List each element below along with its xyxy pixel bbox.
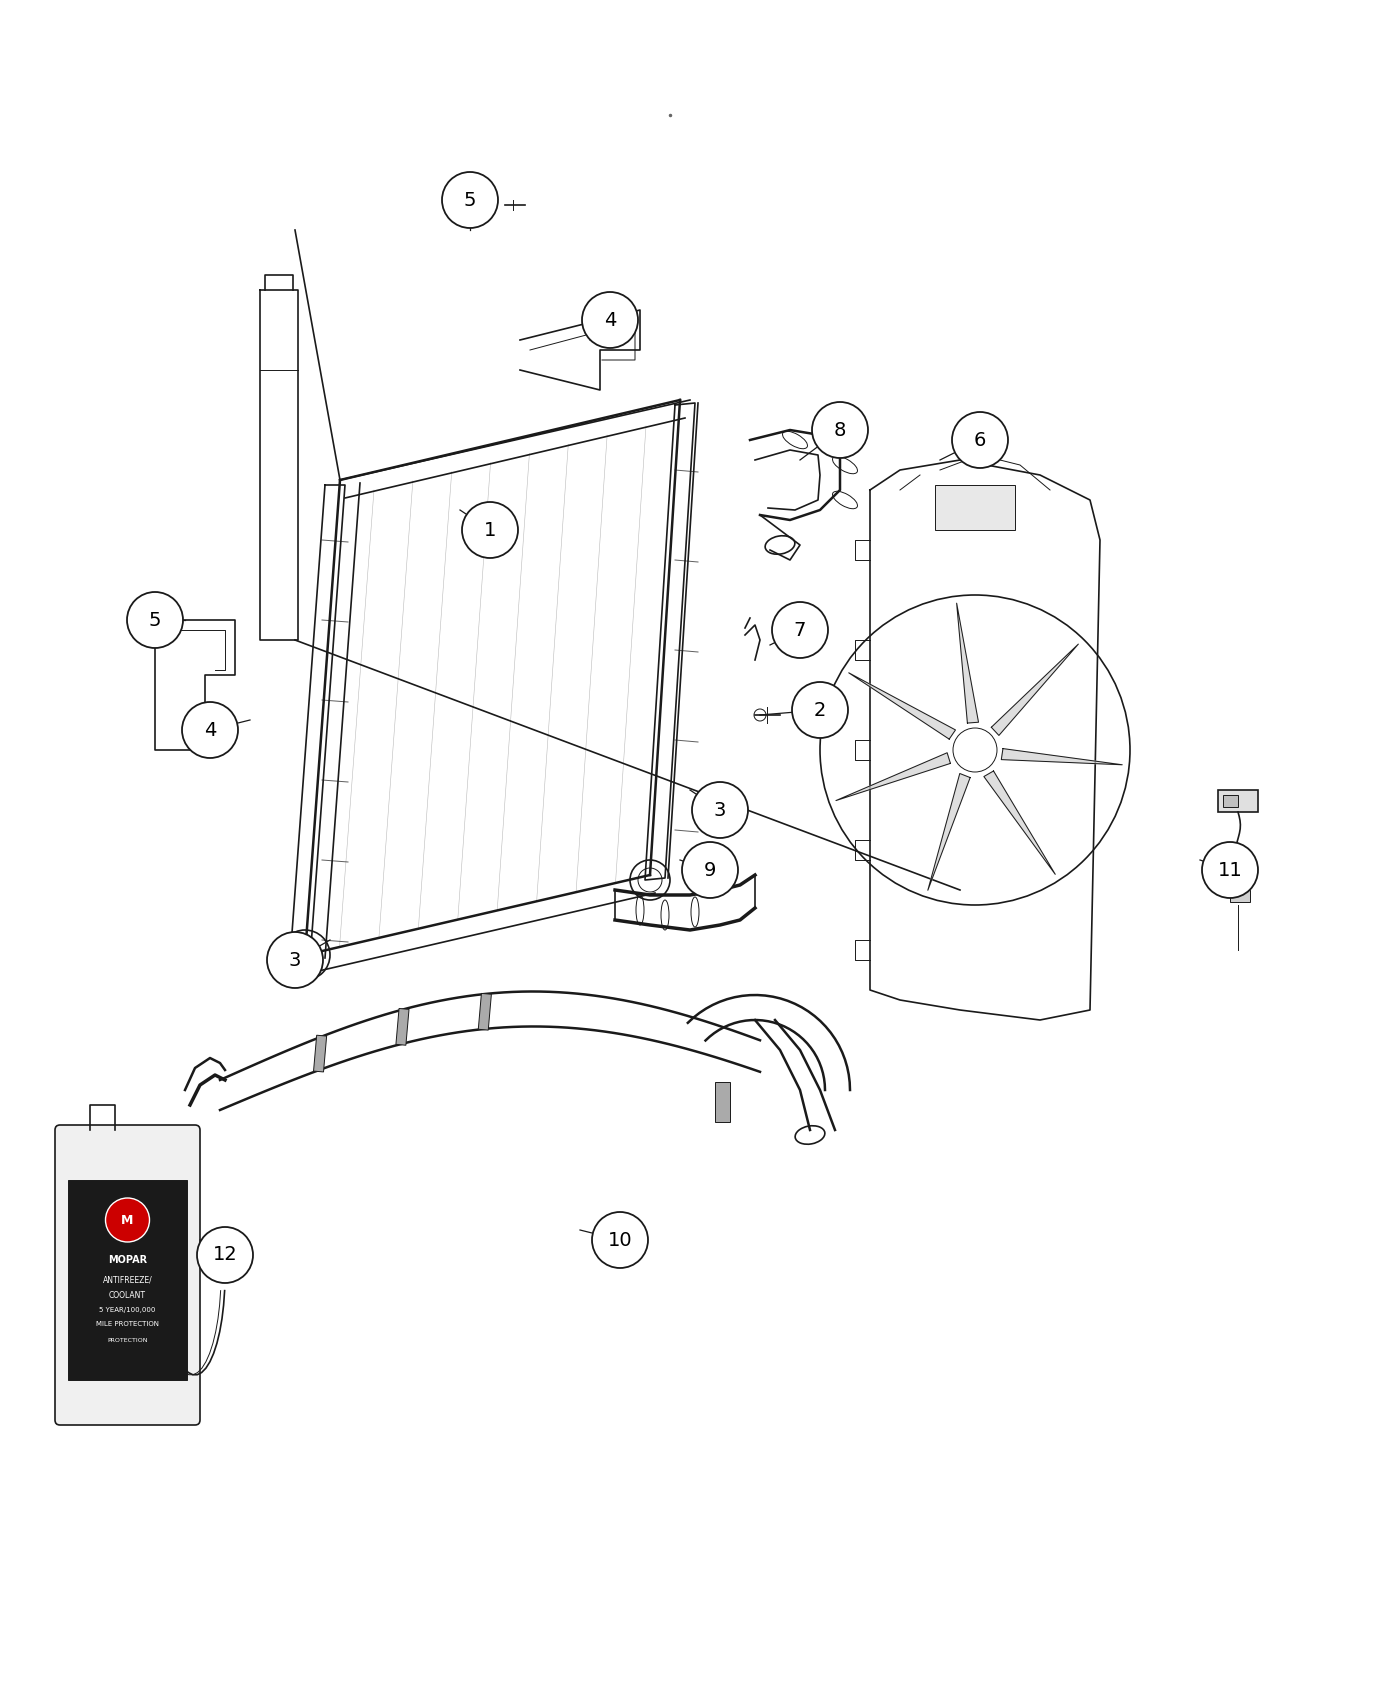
Circle shape	[692, 782, 748, 838]
Circle shape	[127, 592, 183, 648]
Text: 5 YEAR/100,000: 5 YEAR/100,000	[99, 1307, 155, 1312]
Text: COOLANT: COOLANT	[109, 1290, 146, 1299]
FancyBboxPatch shape	[55, 1125, 200, 1425]
Text: 4: 4	[603, 311, 616, 330]
Text: M: M	[122, 1214, 133, 1226]
Polygon shape	[956, 604, 979, 722]
Text: 7: 7	[794, 620, 806, 639]
Text: 9: 9	[704, 860, 717, 879]
Text: 3: 3	[288, 950, 301, 969]
Text: 11: 11	[1218, 860, 1242, 879]
Circle shape	[792, 682, 848, 738]
Circle shape	[682, 842, 738, 898]
Circle shape	[442, 172, 498, 228]
Bar	[1218, 790, 1259, 813]
Circle shape	[952, 411, 1008, 468]
Bar	[715, 1081, 729, 1122]
Text: 2: 2	[813, 700, 826, 719]
Bar	[396, 1008, 409, 1046]
Polygon shape	[928, 774, 970, 891]
Text: 5: 5	[148, 610, 161, 629]
Bar	[1224, 796, 1238, 807]
Text: MOPAR: MOPAR	[108, 1255, 147, 1265]
Circle shape	[592, 1212, 648, 1268]
Text: 8: 8	[834, 420, 846, 440]
Text: 5: 5	[463, 190, 476, 209]
Polygon shape	[836, 753, 951, 801]
Circle shape	[582, 292, 638, 348]
Polygon shape	[991, 644, 1078, 736]
Bar	[69, 1180, 188, 1380]
Circle shape	[771, 602, 827, 658]
Text: 3: 3	[714, 801, 727, 819]
Polygon shape	[848, 673, 955, 740]
Text: 10: 10	[608, 1231, 633, 1250]
Text: PROTECTION: PROTECTION	[108, 1338, 148, 1343]
Circle shape	[197, 1227, 253, 1284]
Polygon shape	[984, 772, 1056, 874]
Text: 6: 6	[974, 430, 986, 449]
Circle shape	[462, 502, 518, 558]
Circle shape	[1203, 842, 1259, 898]
Bar	[1231, 891, 1250, 903]
Polygon shape	[1001, 748, 1123, 765]
Text: 12: 12	[213, 1246, 238, 1265]
Bar	[314, 1035, 326, 1073]
Circle shape	[267, 932, 323, 988]
Text: 1: 1	[484, 520, 496, 539]
Circle shape	[812, 401, 868, 457]
Bar	[479, 993, 491, 1030]
Text: MILE PROTECTION: MILE PROTECTION	[97, 1321, 160, 1328]
Circle shape	[182, 702, 238, 758]
Text: ANTIFREEZE/: ANTIFREEZE/	[102, 1275, 153, 1285]
Circle shape	[105, 1198, 150, 1243]
Text: 4: 4	[204, 721, 216, 740]
Bar	[935, 484, 1015, 530]
